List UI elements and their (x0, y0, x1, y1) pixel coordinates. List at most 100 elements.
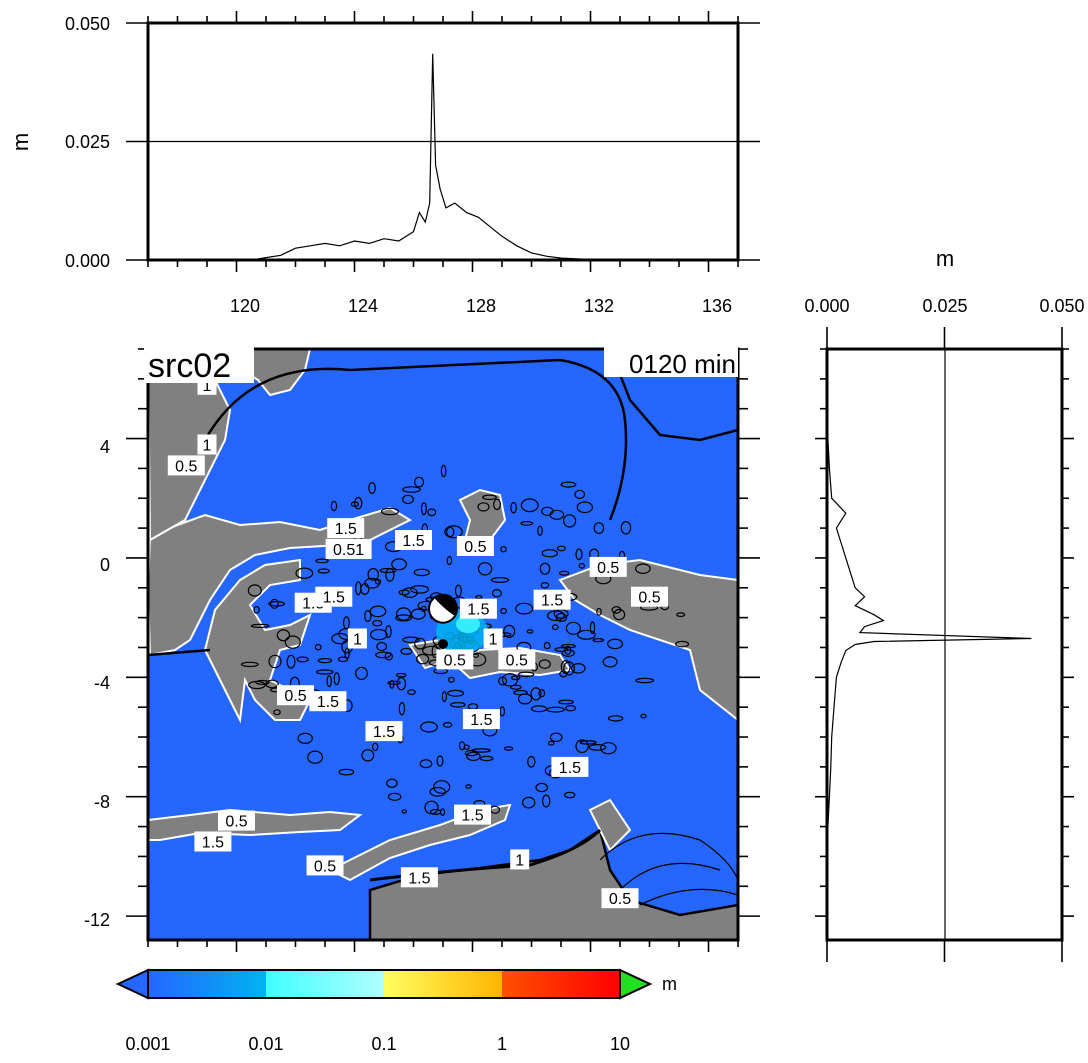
svg-text:0.5: 0.5 (175, 458, 197, 475)
contour-noise-blob (542, 794, 551, 808)
contour-noise-blob (315, 558, 329, 564)
map-title: src02 (148, 347, 231, 385)
right-xtick-label: 0.000 (804, 296, 849, 316)
contour-noise-blob (367, 568, 380, 581)
top-xtick-label: 120 (230, 296, 260, 316)
top-ylabel: m (8, 133, 33, 151)
contour-noise-blob (527, 755, 536, 768)
contour-noise-blob (588, 744, 607, 751)
contour-noise-blob (540, 581, 550, 589)
contour-noise-blob (491, 589, 502, 598)
colorbar-unit: m (662, 974, 677, 994)
contour-line (599, 832, 738, 881)
contour-noise-blob (350, 501, 359, 508)
contour-noise-blob (530, 705, 548, 713)
colorbar-segment (266, 970, 384, 998)
contour-noise-blob (268, 600, 286, 607)
contour-noise-blob (398, 702, 406, 716)
contour-noise-blob (401, 809, 407, 814)
contour-noise-blob (276, 629, 291, 642)
contour-noise-blob (518, 671, 535, 678)
contour-noise-blob (578, 562, 586, 569)
contour-label: 1.5 (459, 598, 497, 619)
right-xlabel: m (936, 246, 954, 271)
contour-noise-blob (433, 780, 451, 794)
top-xtick-label: 132 (584, 296, 614, 316)
contour-noise-blob (415, 653, 430, 665)
contour-noise-blob (520, 498, 539, 513)
contour-noise-blob (620, 520, 632, 535)
contour-noise-blob (395, 672, 407, 678)
contour-noise-blob (607, 715, 624, 722)
contour-label: 0.5 (589, 556, 627, 577)
contour-noise-blob (560, 659, 571, 674)
contour-noise-blob (337, 656, 349, 663)
contour-noise-blob (564, 791, 576, 799)
contour-noise-blob (448, 676, 455, 683)
title-box (144, 347, 254, 383)
contour-noise-blob (273, 709, 281, 716)
contour-noise-blob (317, 568, 330, 574)
top-xtick-label: 124 (348, 296, 378, 316)
contour-label: 1.5 (194, 831, 232, 852)
contour-noise-blob (592, 637, 605, 643)
contour-noise-blob (522, 796, 536, 809)
contour-label: 0.51 (325, 539, 372, 559)
contour-line (203, 358, 628, 521)
contour-noise-blob (270, 598, 279, 609)
contour-noise-blob (530, 687, 542, 701)
svg-text:1.5: 1.5 (373, 724, 395, 741)
colorbar-tick-label: 0.001 (125, 1034, 170, 1054)
contour-noise-blob (441, 691, 447, 703)
right-frame (825, 347, 1064, 942)
svg-text:1.5: 1.5 (559, 760, 581, 777)
contour-noise-blob (600, 742, 617, 755)
map-ytick-label: -4 (94, 673, 110, 693)
top-ytick-label: 0.000 (65, 251, 110, 271)
contour-noise-blob (420, 605, 427, 613)
contour-noise-blob (315, 669, 334, 675)
colorbar: m 0.001 0.01 0.1 1 10 (115, 968, 677, 1054)
contour-noise-blob (284, 635, 301, 649)
contour-noise-blob (240, 661, 259, 668)
contour-noise-blob (369, 605, 387, 618)
contour-noise-blob (607, 638, 624, 650)
contour-noise-blob (376, 641, 388, 652)
map-frame (146, 347, 740, 942)
contour-noise-blob (255, 679, 270, 685)
contour-noise-blob (482, 494, 497, 501)
svg-text:1: 1 (203, 438, 212, 455)
contour-label: 0.5 (456, 536, 494, 556)
contour-noise-blob (326, 675, 332, 688)
contour-noise-blob (500, 546, 507, 553)
colorbar-tick-label: 1 (497, 1034, 507, 1054)
land-aru (588, 798, 632, 852)
contour-noise-blob (372, 742, 379, 752)
contour-noise-blob (479, 755, 494, 762)
amplitude-patch (456, 615, 480, 633)
contour-noise-blob (562, 514, 577, 528)
contour-noise-blob (355, 666, 368, 681)
contour-noise-blob (450, 701, 466, 708)
contour-noise-blob (549, 509, 565, 520)
contour-noise-blob (635, 677, 655, 684)
svg-text:0.5: 0.5 (609, 891, 631, 908)
contour-noise-blob (355, 581, 362, 596)
svg-text:1.5: 1.5 (467, 602, 489, 619)
contour-label: 1 (483, 628, 503, 649)
contour-noise-blob (509, 684, 522, 690)
contour-noise-blob (354, 496, 363, 510)
top-xtick-label: 136 (702, 296, 732, 316)
contour-noise-blob (429, 786, 446, 797)
right-profile-panel: m 0.000 0.025 0.050 (804, 246, 1085, 962)
contour-noise-blob (561, 649, 575, 657)
contour-label: 0.5 (277, 685, 314, 706)
contour-noise-blob (575, 548, 583, 561)
right-xtick-label: 0.050 (1039, 296, 1084, 316)
time-box (604, 347, 738, 377)
contour-label: 1.5 (400, 867, 438, 888)
contour-noise-blob (551, 624, 559, 631)
contour-noise-blob (384, 652, 393, 661)
contour-noise-blob (559, 570, 570, 576)
top-profile-panel: m 0.050 0.025 0.000 120 124 128 132 136 (8, 11, 760, 316)
